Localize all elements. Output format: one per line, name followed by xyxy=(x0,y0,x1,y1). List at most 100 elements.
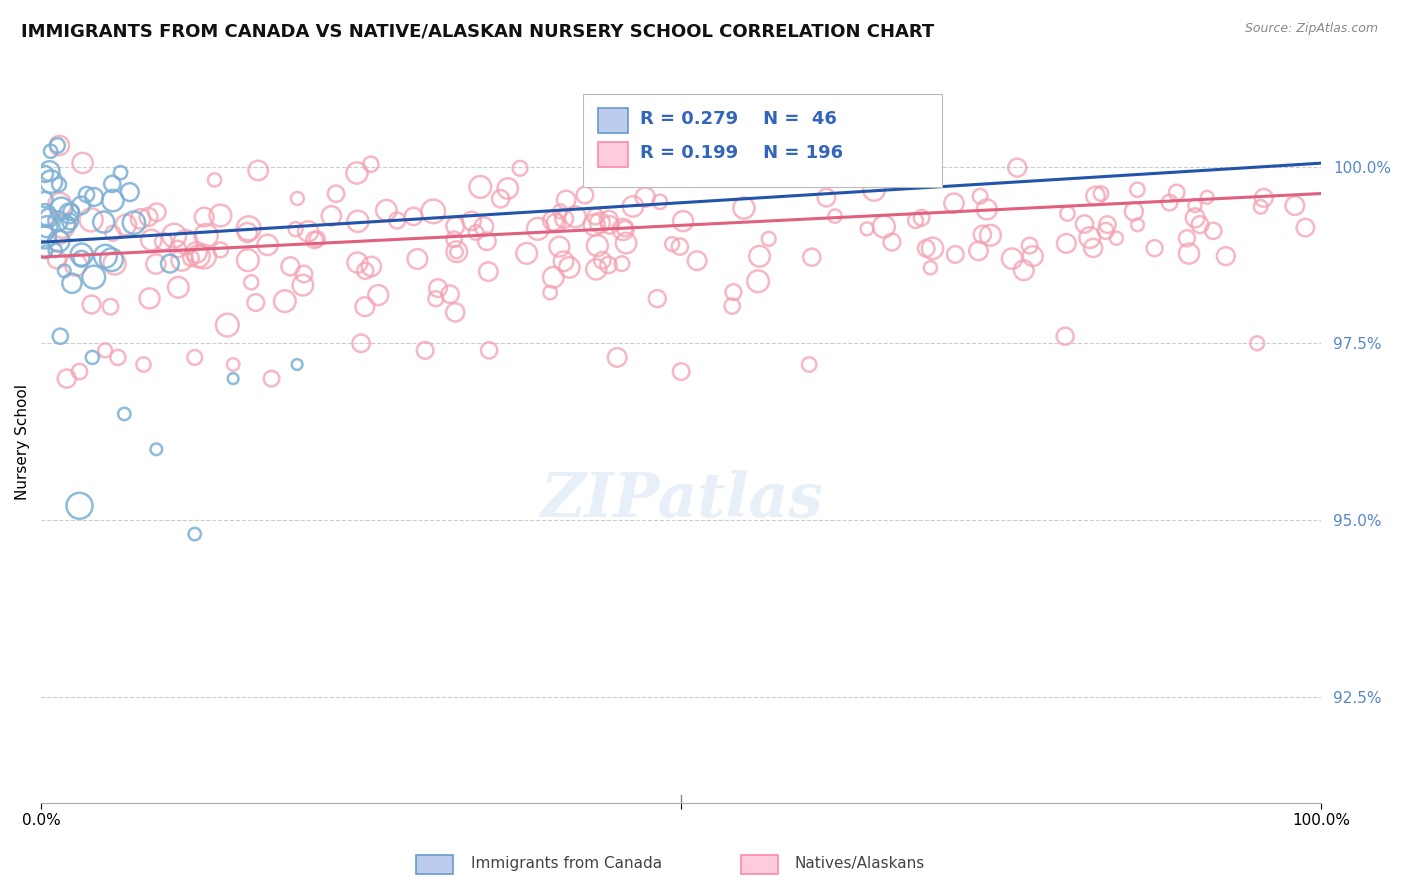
Point xyxy=(138,292,160,306)
Point xyxy=(613,221,636,235)
Point xyxy=(444,219,467,233)
Point xyxy=(1054,236,1077,251)
Point xyxy=(856,221,879,235)
Point xyxy=(51,202,73,216)
Point xyxy=(800,250,823,264)
Point xyxy=(100,252,122,267)
Point xyxy=(204,173,226,187)
Point xyxy=(406,252,429,266)
Point xyxy=(1175,231,1198,245)
Point xyxy=(193,210,215,224)
Point xyxy=(427,281,450,295)
Point xyxy=(59,214,82,228)
Y-axis label: Nursery School: Nursery School xyxy=(15,384,30,500)
Point xyxy=(1122,204,1144,219)
Point xyxy=(183,527,205,541)
Point xyxy=(260,371,283,385)
Point xyxy=(93,215,115,229)
Point xyxy=(1246,336,1268,351)
Point xyxy=(598,258,620,272)
Point xyxy=(354,300,377,314)
Point xyxy=(496,181,519,195)
Point xyxy=(1012,263,1035,277)
Point xyxy=(723,285,745,300)
Point xyxy=(360,157,382,171)
Point xyxy=(118,185,141,199)
Point xyxy=(661,237,683,252)
Point xyxy=(44,244,66,258)
Point xyxy=(873,219,896,234)
Point xyxy=(583,210,606,224)
Point xyxy=(1178,246,1201,260)
Point xyxy=(1184,198,1206,212)
Point xyxy=(880,235,903,249)
Point xyxy=(321,209,343,223)
Point xyxy=(614,236,637,251)
Point xyxy=(1184,211,1206,225)
Point xyxy=(972,227,994,242)
Point xyxy=(1097,218,1119,232)
Point xyxy=(538,285,561,300)
Point xyxy=(375,203,398,218)
Point xyxy=(48,234,70,248)
Point xyxy=(799,358,821,372)
Text: Immigrants from Canada: Immigrants from Canada xyxy=(471,856,662,871)
Point xyxy=(1018,238,1040,252)
Point xyxy=(477,264,499,278)
Point xyxy=(586,238,609,252)
Point xyxy=(141,233,163,247)
Point xyxy=(558,260,581,275)
Point xyxy=(34,208,56,222)
Point xyxy=(350,336,373,351)
Point xyxy=(39,175,62,189)
Point xyxy=(122,216,145,230)
Point xyxy=(1090,186,1112,201)
Point xyxy=(621,199,644,213)
Point xyxy=(915,241,938,255)
Point xyxy=(470,180,492,194)
Point xyxy=(170,253,193,268)
Point xyxy=(285,358,308,372)
Point xyxy=(70,247,93,261)
Point xyxy=(45,252,67,267)
Point xyxy=(129,211,152,226)
Point xyxy=(614,155,637,169)
Point xyxy=(733,201,755,215)
Point xyxy=(720,145,742,159)
Point xyxy=(145,442,167,457)
Point xyxy=(425,292,447,306)
Point xyxy=(489,192,512,206)
Point xyxy=(1007,161,1029,175)
Point xyxy=(70,252,93,266)
Point xyxy=(236,253,259,268)
Point xyxy=(647,292,669,306)
Point xyxy=(55,371,77,385)
Point xyxy=(56,218,79,232)
Point xyxy=(222,358,245,372)
Point xyxy=(167,280,190,294)
Point xyxy=(94,249,117,263)
Point xyxy=(238,221,260,235)
Point xyxy=(247,163,270,178)
Point xyxy=(1159,195,1181,210)
Point xyxy=(325,186,347,201)
Point xyxy=(101,227,124,241)
Point xyxy=(46,138,69,153)
Point xyxy=(159,257,181,271)
Point xyxy=(460,214,482,228)
Text: Natives/Alaskans: Natives/Alaskans xyxy=(794,856,925,871)
Point xyxy=(721,299,744,313)
Point xyxy=(747,274,769,288)
Text: ZIPatlas: ZIPatlas xyxy=(540,470,823,530)
Point xyxy=(354,264,377,278)
Point xyxy=(53,264,76,278)
Point xyxy=(669,239,692,253)
Point xyxy=(606,351,628,365)
Point xyxy=(346,166,368,180)
Point xyxy=(1094,224,1116,238)
Point xyxy=(446,244,468,259)
Point xyxy=(1001,252,1024,266)
Point xyxy=(1078,230,1101,244)
Point xyxy=(82,351,104,365)
Point xyxy=(541,213,564,227)
